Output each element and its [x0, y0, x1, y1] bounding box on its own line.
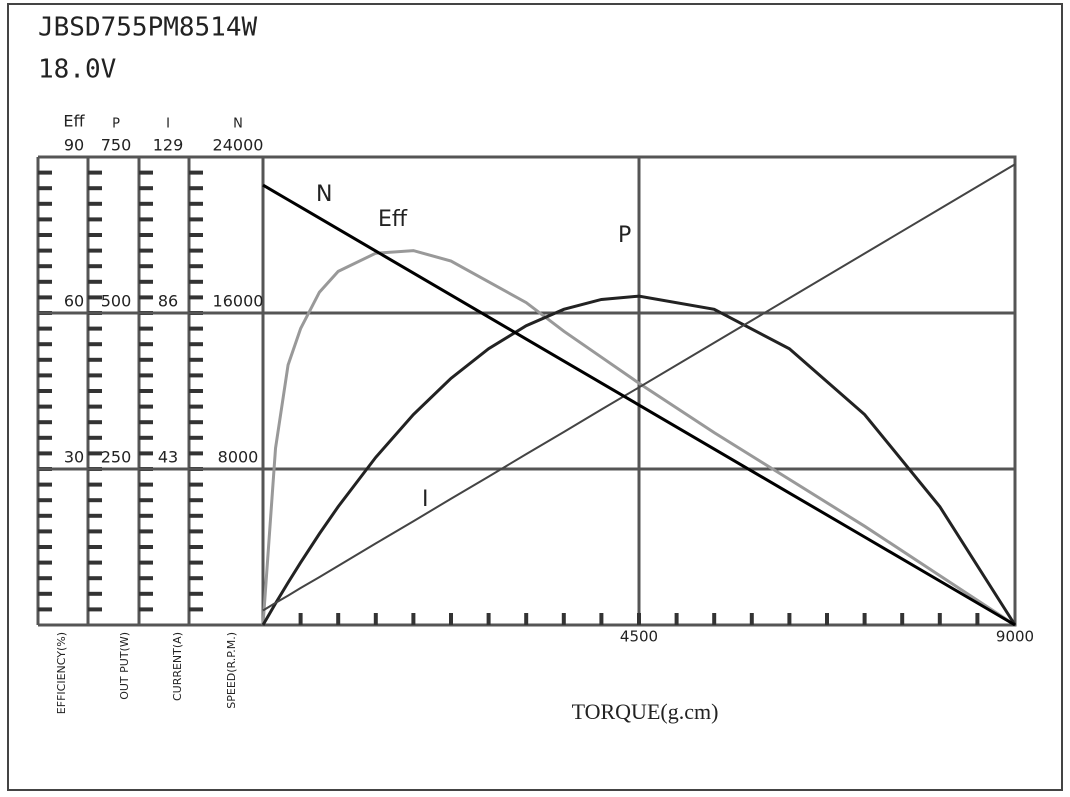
- curve: [262, 183, 1016, 627]
- y-tick-label: 60: [64, 292, 84, 311]
- curve-label: Eff: [378, 207, 408, 232]
- curve: [261, 294, 1017, 626]
- axis-title: Eff: [63, 112, 85, 131]
- curve-label: I: [422, 487, 429, 512]
- y-tick-label: 90: [64, 136, 84, 155]
- axis-title: P: [112, 117, 120, 132]
- y-tick-label: 129: [153, 136, 184, 155]
- axis-label: EFFICIENCY(%): [55, 632, 68, 714]
- y-tick-label: 86: [158, 292, 178, 311]
- curve-label: P: [618, 223, 631, 248]
- axis-label: SPEED(R.P.M.): [225, 632, 238, 709]
- x-axis-label: TORQUE(g.cm): [572, 699, 719, 724]
- axis-title: N: [233, 117, 243, 132]
- y-tick-label: 16000: [213, 292, 264, 311]
- curve-label: N: [316, 182, 332, 207]
- y-tick-label: 24000: [213, 136, 264, 155]
- y-tick-label: 43: [158, 448, 178, 467]
- y-tick-label: 500: [101, 292, 132, 311]
- chart-title: JBSD755PM8514W: [38, 13, 257, 43]
- y-tick-label: 250: [101, 448, 132, 467]
- outer-border: [7, 3, 1063, 791]
- axis-label: CURRENT(A): [171, 632, 184, 701]
- axis-title: I: [166, 117, 170, 132]
- x-tick-label: 9000: [996, 628, 1034, 646]
- x-tick-label: 4500: [620, 628, 658, 646]
- y-tick-label: 750: [101, 136, 132, 155]
- y-tick-label: 30: [64, 448, 84, 467]
- y-tick-label: 8000: [218, 448, 259, 467]
- axis-label: OUT PUT(W): [118, 632, 131, 700]
- curve: [262, 163, 1016, 612]
- curve: [261, 249, 1016, 627]
- chart-subtitle: 18.0V: [38, 55, 116, 85]
